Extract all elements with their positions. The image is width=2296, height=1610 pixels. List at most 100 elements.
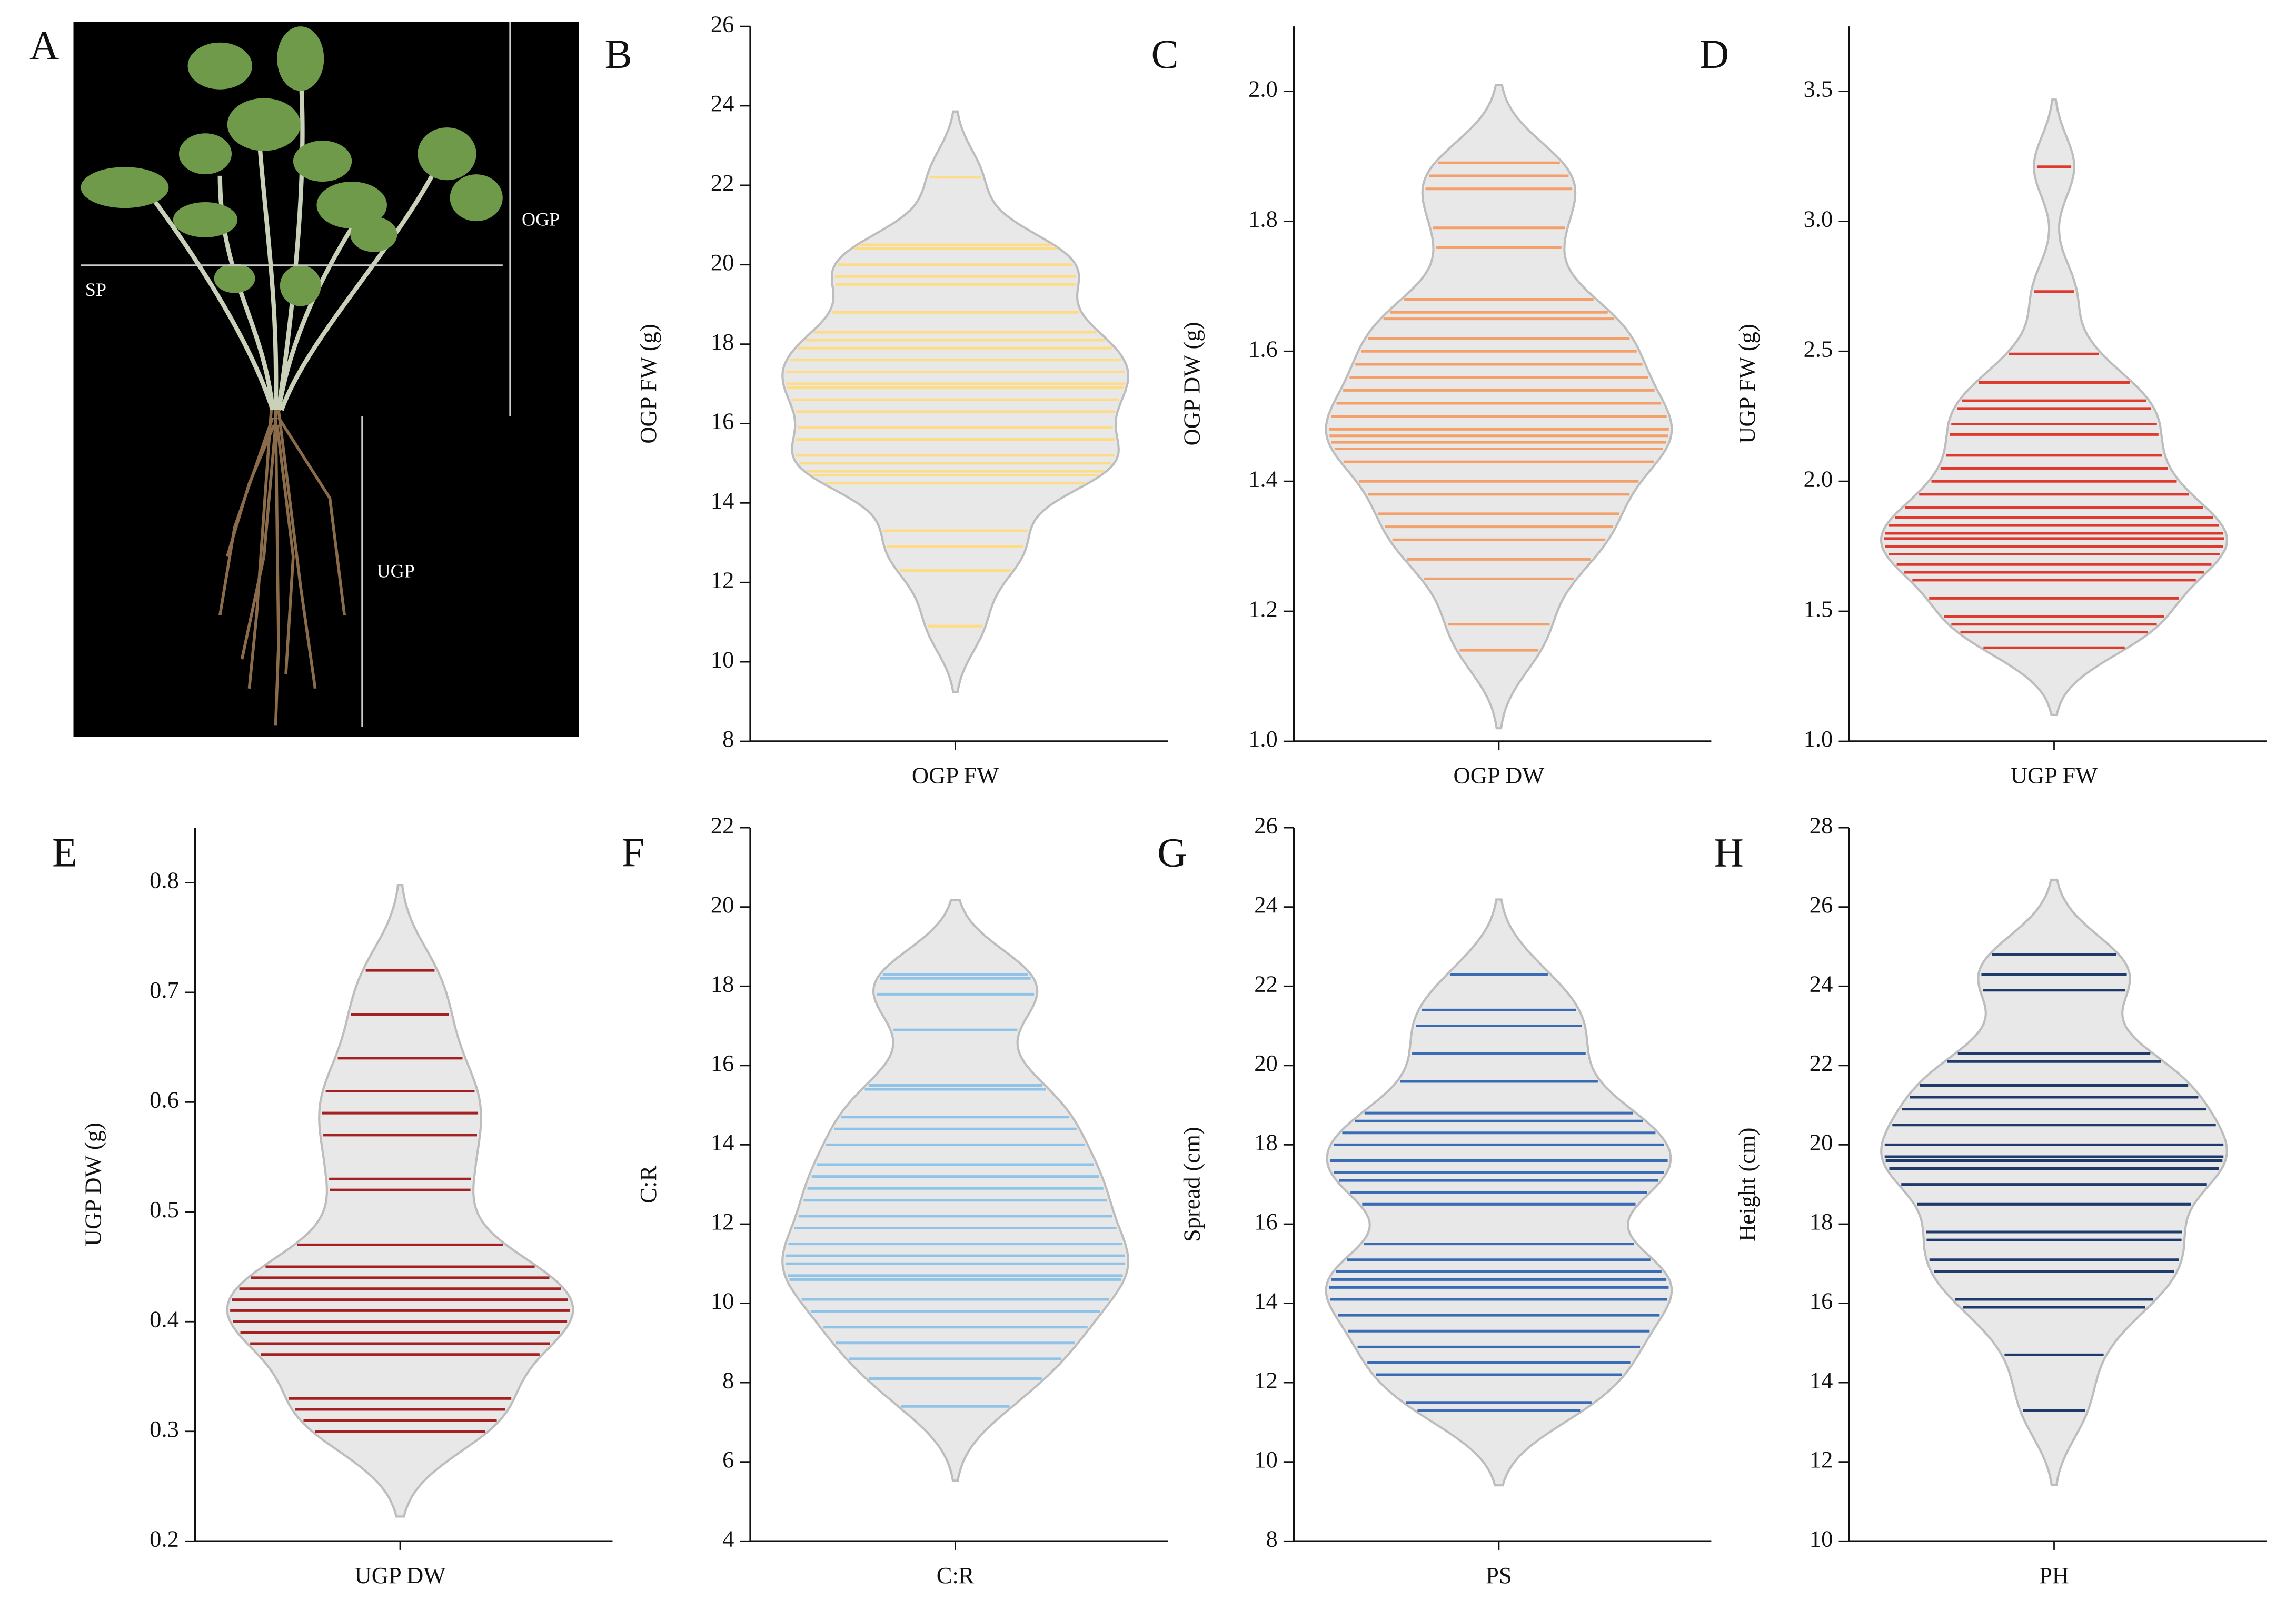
- y-tick-label: 12: [1810, 1446, 1833, 1473]
- y-tick-label: 2.5: [1804, 336, 1833, 362]
- annotation: OGP: [522, 208, 560, 230]
- y-tick-label: 1.5: [1804, 595, 1833, 622]
- y-axis-label: OGP DW (g): [1178, 322, 1205, 446]
- x-tick-label: PS: [1486, 1562, 1512, 1588]
- x-tick-label: UGP DW: [355, 1562, 446, 1588]
- y-tick-label: 14: [711, 1129, 734, 1156]
- y-tick-label: 0.3: [150, 1416, 179, 1442]
- photo-panel: A OGP SP UGP: [29, 22, 579, 737]
- x-tick-label: PH: [2039, 1562, 2069, 1588]
- y-tick-label: 20: [1254, 1050, 1278, 1076]
- y-tick-label: 22: [1810, 1050, 1833, 1076]
- y-tick-label: 0.6: [150, 1087, 179, 1113]
- y-tick-label: 0.5: [150, 1196, 179, 1223]
- violin-panel: C 1.0 1.2 1.4 1.6 1.8 2.0 OGP DW (g) OGP DW: [1151, 26, 1712, 789]
- x-tick-label: OGP DW: [1454, 762, 1545, 789]
- violin-body: [781, 899, 1130, 1482]
- violin-body: [1880, 878, 2228, 1487]
- y-tick-label: 4: [722, 1525, 734, 1552]
- y-tick-label: 26: [1254, 812, 1278, 838]
- panel-label: F: [622, 830, 644, 876]
- y-tick-label: 12: [1254, 1367, 1278, 1393]
- y-tick-label: 8: [1266, 1525, 1277, 1552]
- y-tick-label: 26: [711, 11, 734, 37]
- y-tick-label: 20: [1810, 1129, 1833, 1156]
- y-tick-label: 0.8: [150, 867, 179, 893]
- x-tick-label: OGP FW: [912, 762, 999, 789]
- y-tick-label: 24: [1810, 970, 1833, 997]
- violin-panel: E 0.2 0.3 0.4 0.5 0.6 0.7 0.8 UGP DW (g) UGP DW: [52, 828, 613, 1588]
- y-axis-label: OGP FW (g): [635, 324, 661, 444]
- y-tick-label: 20: [711, 249, 734, 275]
- y-axis-label: Spread (cm): [1178, 1127, 1205, 1242]
- panel-label: C: [1151, 32, 1179, 77]
- annotation: SP: [85, 279, 106, 300]
- y-tick-label: 3.5: [1804, 76, 1833, 102]
- y-tick-label: 14: [711, 488, 734, 514]
- y-tick-label: 6: [722, 1446, 734, 1473]
- y-tick-label: 3.0: [1804, 206, 1833, 232]
- violin-body: [781, 110, 1130, 693]
- y-tick-label: 1.2: [1248, 595, 1278, 622]
- y-tick-label: 16: [1254, 1208, 1278, 1235]
- y-tick-label: 1.0: [1804, 726, 1833, 752]
- y-tick-label: 16: [711, 408, 734, 434]
- y-tick-label: 1.6: [1248, 336, 1278, 362]
- y-tick-label: 26: [1810, 891, 1833, 918]
- panel-label: B: [605, 32, 632, 77]
- violin-panel: H 10 12 14 16 18 20 22 24 26 28 Height (cm) PH: [1714, 812, 2267, 1588]
- y-tick-label: 2.0: [1804, 465, 1833, 492]
- y-tick-label: 1.0: [1248, 726, 1278, 752]
- leaves: [81, 26, 503, 306]
- y-tick-label: 24: [1254, 891, 1278, 918]
- y-tick-label: 18: [711, 329, 734, 355]
- y-tick-label: 10: [711, 1288, 734, 1314]
- y-tick-label: 22: [711, 812, 734, 838]
- panel-label: G: [1157, 830, 1187, 876]
- y-axis-label: Height (cm): [1734, 1128, 1760, 1241]
- y-tick-label: 22: [1254, 970, 1278, 997]
- y-tick-label: 18: [1254, 1129, 1278, 1156]
- y-tick-label: 0.2: [150, 1525, 179, 1552]
- violin-panel: D 1.0 1.5 2.0 2.5 3.0 3.5 UGP FW (g) UGP FW: [1699, 26, 2267, 789]
- y-tick-label: 14: [1810, 1367, 1833, 1393]
- panel-label: A: [29, 23, 59, 68]
- y-axis-label: C:R: [635, 1165, 661, 1203]
- y-tick-label: 1.4: [1248, 465, 1278, 492]
- panel-label: D: [1699, 32, 1729, 77]
- y-tick-label: 10: [1254, 1446, 1278, 1473]
- violin-panel: B 8 10 12 14 16 18 20 22 24 26 OGP FW (g) OGP FW: [605, 11, 1168, 789]
- panel-label: E: [52, 830, 77, 876]
- y-tick-label: 8: [722, 1367, 734, 1393]
- violin-panel: G 8 10 12 14 16 18 20 22 24 26 Spread (cm) PS: [1157, 812, 1712, 1588]
- y-axis-label: UGP DW (g): [79, 1122, 106, 1246]
- violin-panel: F 4 6 8 10 12 14 16 18 20 22 C:R C:R: [622, 812, 1168, 1588]
- y-tick-label: 24: [711, 90, 734, 116]
- photo: [73, 22, 579, 737]
- y-tick-label: 0.4: [150, 1306, 179, 1332]
- y-tick-label: 1.8: [1248, 206, 1278, 232]
- y-tick-label: 16: [711, 1050, 734, 1076]
- y-tick-label: 16: [1810, 1288, 1833, 1314]
- annotation: UGP: [376, 560, 414, 581]
- y-axis-label: UGP FW (g): [1734, 324, 1760, 444]
- panel-label: H: [1714, 830, 1744, 876]
- y-tick-label: 28: [1810, 812, 1833, 838]
- y-tick-label: 18: [1810, 1208, 1833, 1235]
- violin-body: [226, 884, 574, 1518]
- x-tick-label: C:R: [937, 1562, 975, 1588]
- y-tick-label: 10: [711, 646, 734, 672]
- violin-body: [1325, 84, 1673, 730]
- y-tick-label: 20: [711, 891, 734, 918]
- y-tick-label: 12: [711, 1208, 734, 1235]
- y-tick-label: 0.7: [150, 977, 179, 1003]
- y-tick-label: 14: [1254, 1288, 1278, 1314]
- y-tick-label: 2.0: [1248, 76, 1278, 102]
- roots: [218, 410, 346, 726]
- y-tick-label: 8: [722, 726, 734, 752]
- y-tick-label: 12: [711, 567, 734, 593]
- x-tick-label: UGP FW: [2011, 762, 2098, 789]
- y-tick-label: 10: [1810, 1525, 1833, 1552]
- y-tick-label: 18: [711, 970, 734, 997]
